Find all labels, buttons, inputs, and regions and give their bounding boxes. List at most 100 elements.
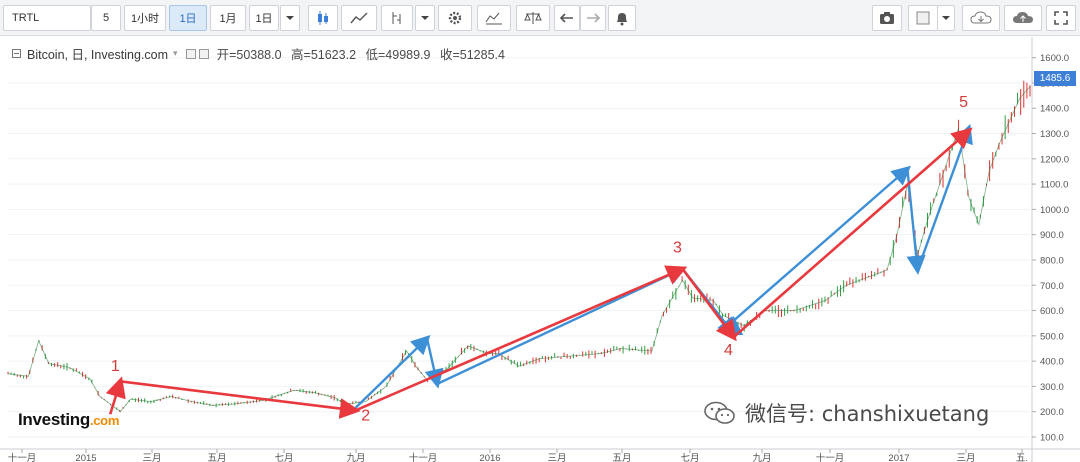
x-tick-label: 十一月 xyxy=(8,452,37,462)
y-tick-label: 200.0 xyxy=(1040,407,1064,418)
chevron-down-icon[interactable]: ▾ xyxy=(173,48,178,58)
undo-button[interactable] xyxy=(554,5,580,31)
y-tick-label: 500.0 xyxy=(1040,331,1064,342)
interval-dropdown[interactable]: 1日 xyxy=(249,5,279,31)
x-tick-label: 2015 xyxy=(75,453,96,462)
y-tick-label: 800.0 xyxy=(1040,255,1064,266)
cloud-download-icon xyxy=(970,11,992,24)
studies-icon xyxy=(485,12,502,25)
cloud-upload-icon xyxy=(1013,12,1033,23)
screenshot-button[interactable] xyxy=(872,5,902,31)
legend-close-icon[interactable] xyxy=(198,48,209,59)
wave-arrows xyxy=(105,123,973,419)
alert-button[interactable] xyxy=(608,5,636,31)
y-tick-label: 1200.0 xyxy=(1040,154,1069,165)
undo-icon xyxy=(560,13,573,23)
wave-label: 4 xyxy=(724,342,733,359)
collapse-icon[interactable] xyxy=(12,49,21,58)
y-tick-label: 400.0 xyxy=(1040,357,1064,368)
blue-wave-arrow xyxy=(916,123,973,271)
x-tick-label: 七月 xyxy=(274,453,293,462)
interval-dropdown-arrow[interactable] xyxy=(280,5,300,31)
settings-button[interactable] xyxy=(438,5,472,31)
wave-labels: 1 2 3 4 5 xyxy=(111,94,968,425)
redo-button[interactable] xyxy=(580,5,606,31)
wave-label: 5 xyxy=(959,94,968,111)
interval-1h-button[interactable]: 1小时 xyxy=(124,5,166,31)
color-button[interactable] xyxy=(908,5,938,31)
y-tick-label: 1600.0 xyxy=(1040,53,1069,64)
line-chart-icon xyxy=(350,12,368,24)
alert-icon xyxy=(617,13,627,26)
camera-icon xyxy=(880,12,894,24)
blue-wave-arrow xyxy=(354,335,431,409)
watermark-text: 微信号: chanshixuetang xyxy=(745,402,990,426)
x-tick-label: 三月 xyxy=(956,453,975,462)
x-tick-label: 2017 xyxy=(888,453,909,462)
interval-input[interactable]: 5 xyxy=(91,5,121,31)
x-tick-label: 五月 xyxy=(207,453,226,462)
indicator-icon xyxy=(392,12,401,24)
blue-wave-arrow xyxy=(732,165,911,322)
open-value: 开=50388.0 xyxy=(216,48,282,62)
interval-1m-button[interactable]: 1月 xyxy=(210,5,246,31)
compare-button[interactable] xyxy=(516,5,550,31)
chevron-down-icon xyxy=(421,16,429,20)
price-line xyxy=(7,86,1031,413)
symbol-input[interactable]: TRTL xyxy=(3,5,91,31)
wave-label: 2 xyxy=(361,408,370,425)
x-tick-label: 九月 xyxy=(346,452,365,462)
x-axis: 十一月 2015 三月 五月 七月 九月 十一月 2016 三月 五月 七月 九月 十一月 2017 三月 五… xyxy=(0,448,1080,462)
indicators-button[interactable] xyxy=(381,5,413,31)
y-tick-label: 300.0 xyxy=(1040,382,1064,393)
cloud-download-button[interactable] xyxy=(962,5,1000,31)
legend-title: Bitcoin, 日, Investing.com xyxy=(27,48,169,62)
close-value: 收=51285.4 xyxy=(439,48,505,62)
last-price-tag: 1485.6 xyxy=(1034,71,1076,86)
y-tick-label: 700.0 xyxy=(1040,281,1064,292)
logo-text: Investing xyxy=(18,410,90,429)
fullscreen-icon xyxy=(1054,11,1068,25)
investing-logo: Investing.com xyxy=(18,410,119,430)
y-tick-label: 100.0 xyxy=(1040,433,1064,444)
color-dropdown[interactable] xyxy=(937,5,955,31)
wave-label: 3 xyxy=(673,239,682,256)
chevron-down-icon xyxy=(286,16,294,20)
red-wave-arrow xyxy=(681,268,737,342)
fullscreen-button[interactable] xyxy=(1046,5,1076,31)
legend-settings-icon[interactable] xyxy=(185,48,196,59)
x-tick-label: 七月 xyxy=(680,453,699,462)
line-chart-button[interactable] xyxy=(341,5,377,31)
redo-icon xyxy=(587,13,600,23)
interval-1d-button[interactable]: 1日 xyxy=(169,5,207,31)
candlestick-button[interactable] xyxy=(308,5,338,31)
chevron-down-icon xyxy=(942,16,950,20)
red-wave-arrow xyxy=(120,380,361,419)
price-chart[interactable]: 1 2 3 4 5 1600.0 1 500.0 1400.0 1300.0 1200.0 1100… xyxy=(0,37,1080,462)
price-series xyxy=(7,80,1031,413)
y-tick-label: 900.0 xyxy=(1040,230,1064,241)
red-wave-arrow xyxy=(105,376,126,415)
y-tick-label: 1300.0 xyxy=(1040,129,1069,140)
wechat-icon xyxy=(704,401,735,424)
x-tick-label: 2016 xyxy=(479,453,500,462)
red-wave-arrow xyxy=(354,265,688,412)
chart-legend: Bitcoin, 日, Investing.com ▾ 开=50388.0 高=… xyxy=(12,44,511,63)
x-tick-label: 三月 xyxy=(547,453,566,462)
low-value: 低=49989.9 xyxy=(365,48,431,62)
red-wave-arrow xyxy=(732,127,973,339)
cloud-upload-button[interactable] xyxy=(1004,5,1042,31)
x-tick-label: 三月 xyxy=(142,453,161,462)
settings-icon xyxy=(448,11,462,25)
wechat-watermark: 微信号: chanshixuetang xyxy=(703,398,989,428)
high-value: 高=51623.2 xyxy=(291,48,357,62)
indicators-dropdown[interactable] xyxy=(415,5,435,31)
y-tick-label: 1400.0 xyxy=(1040,104,1069,115)
balance-icon xyxy=(524,12,542,24)
studies-button[interactable] xyxy=(477,5,511,31)
toolbar: TRTL 5 1小时 1日 1月 1日 xyxy=(0,0,1080,36)
x-tick-label: 十一月 xyxy=(816,452,845,462)
y-axis: 1600.01500.01400.01300.01200.01100.01000… xyxy=(1031,37,1069,462)
x-tick-label: 九月 xyxy=(752,452,771,462)
x-tick-label: 五月 xyxy=(612,453,631,462)
